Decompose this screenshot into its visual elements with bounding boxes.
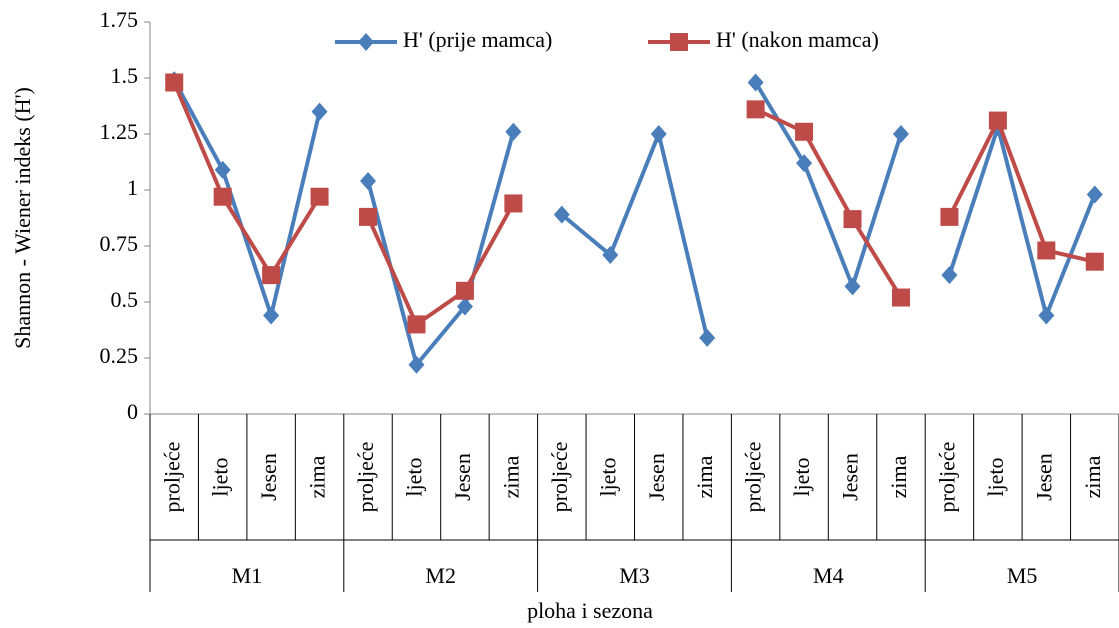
marker [844, 277, 861, 296]
marker [1086, 185, 1103, 204]
marker [407, 315, 426, 334]
y-tick-label: 0 [127, 399, 138, 424]
marker [505, 122, 522, 141]
marker [940, 207, 959, 226]
x-tick-label: zima [886, 455, 911, 498]
legend-label: H' (nakon mamca) [716, 27, 879, 52]
marker [699, 328, 716, 347]
group-label: M2 [425, 563, 456, 588]
marker [1038, 306, 1055, 325]
marker [988, 111, 1007, 130]
series-line [947, 125, 1097, 318]
y-tick-label: 1.75 [100, 7, 139, 32]
group-label: M3 [619, 563, 650, 588]
marker [262, 266, 281, 285]
marker [553, 205, 570, 224]
marker [310, 187, 329, 206]
marker [602, 245, 619, 264]
x-tick-label: Jesen [450, 453, 475, 501]
x-tick-label: zima [1080, 455, 1105, 498]
marker [360, 172, 377, 191]
y-tick-label: 0.5 [111, 287, 139, 312]
x-tick-label: Jesen [256, 453, 281, 501]
marker [455, 281, 474, 300]
x-tick-label: Jesen [1031, 453, 1056, 501]
y-tick-label: 0.75 [100, 231, 139, 256]
x-tick-label: ljeto [983, 457, 1008, 496]
series-line [172, 81, 322, 278]
x-tick-label: proljeće [741, 442, 766, 513]
x-tick-label: proljeće [934, 442, 959, 513]
marker [843, 210, 862, 229]
legend-label: H' (prije mamca) [403, 27, 552, 52]
x-tick-label: ljeto [595, 457, 620, 496]
marker [746, 100, 765, 119]
y-tick-label: 1 [127, 175, 138, 200]
marker [456, 297, 473, 316]
x-axis-title: ploha i sezona [527, 598, 653, 623]
legend-marker [670, 33, 688, 51]
marker [891, 288, 910, 307]
series-line [172, 79, 322, 318]
legend-marker [358, 33, 374, 51]
marker [213, 187, 232, 206]
x-tick-label: ljeto [789, 457, 814, 496]
x-tick-label: ljeto [208, 457, 233, 496]
series-line [754, 107, 903, 299]
marker [1037, 241, 1056, 260]
marker [892, 125, 909, 143]
x-tick-label: proljeće [159, 442, 184, 513]
x-tick-label: Jesen [838, 453, 863, 501]
x-tick-label: proljeće [353, 442, 378, 513]
marker [504, 194, 523, 213]
x-tick-label: ljeto [402, 457, 427, 496]
series-line [947, 118, 1096, 264]
series-line [366, 131, 516, 367]
marker [359, 207, 378, 226]
group-label: M1 [232, 563, 263, 588]
series-line [753, 81, 903, 289]
x-tick-label: Jesen [644, 453, 669, 501]
marker [263, 306, 280, 325]
x-tick-label: zima [305, 455, 330, 498]
y-tick-label: 0.25 [100, 343, 139, 368]
marker [311, 102, 328, 121]
marker [747, 73, 764, 92]
marker [1085, 252, 1104, 271]
marker [941, 266, 958, 285]
y-axis-title: Shannon - Wiener indeks (H') [10, 87, 35, 349]
marker [650, 125, 667, 143]
marker [165, 73, 184, 92]
y-tick-label: 1.25 [100, 119, 139, 144]
x-tick-label: proljeće [547, 442, 572, 513]
series-line [366, 202, 516, 327]
group-label: M5 [1007, 563, 1038, 588]
series-line [560, 132, 710, 339]
x-tick-label: zima [692, 455, 717, 498]
marker [795, 122, 814, 141]
marker [796, 154, 813, 173]
group-label: M4 [813, 563, 844, 588]
marker [214, 160, 231, 179]
marker [408, 355, 425, 374]
y-tick-label: 1.5 [111, 63, 139, 88]
x-tick-label: zima [498, 455, 523, 498]
